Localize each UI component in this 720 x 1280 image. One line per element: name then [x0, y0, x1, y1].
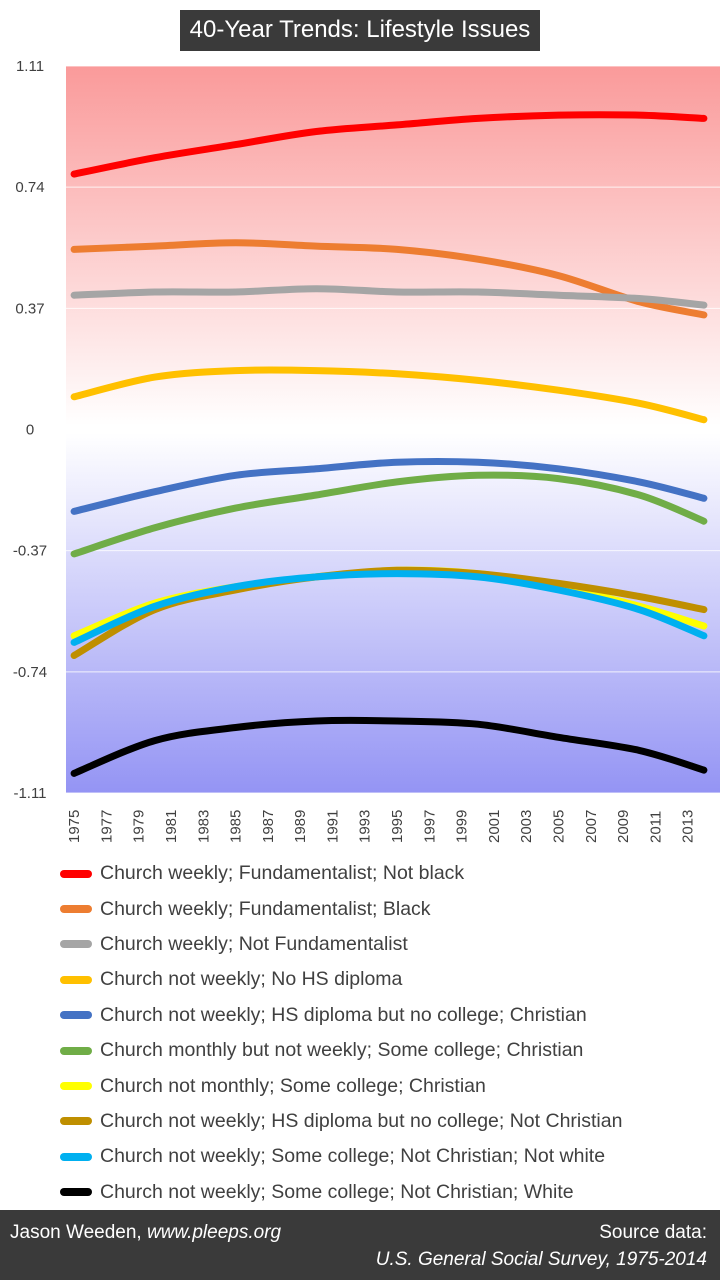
y-tick-label: 0.37 — [15, 300, 44, 317]
legend: Church weekly; Fundamentalist; Not black… — [60, 856, 710, 1210]
y-tick-label: 0 — [26, 422, 34, 439]
legend-swatch — [60, 940, 92, 949]
legend-label: Church weekly; Fundamentalist; Not black — [100, 862, 465, 885]
legend-item: Church not weekly; Some college; Not Chr… — [60, 1139, 710, 1174]
series-lines — [70, 111, 708, 777]
x-tick-label: 1995 — [389, 810, 406, 843]
author-credit: Jason Weeden, www.pleeps.org — [10, 1222, 281, 1244]
legend-item: Church weekly; Not Fundamentalist — [60, 927, 710, 962]
legend-item: Church not weekly; HS diploma but no col… — [60, 1104, 710, 1139]
x-tick-label: 1997 — [421, 810, 438, 843]
y-tick-label: 1.11 — [16, 58, 44, 75]
legend-label: Church not weekly; HS diploma but no col… — [100, 1003, 587, 1026]
x-tick-label: 2011 — [647, 811, 664, 843]
x-tick-label: 2005 — [551, 810, 568, 843]
legend-label: Church not weekly; HS diploma but no col… — [100, 1109, 623, 1132]
legend-swatch — [60, 905, 92, 914]
chart: 1.110.740.370-0.37-0.74-1.11 1975 1977 197… — [13, 58, 720, 843]
legend-label: Church weekly; Not Fundamentalist — [100, 932, 408, 955]
source-text: U.S. General Social Survey, 1975-2014 — [375, 1249, 707, 1270]
y-tick-label: -0.74 — [13, 664, 47, 681]
legend-swatch — [60, 1082, 92, 1091]
x-tick-label: 2009 — [615, 810, 632, 843]
legend-label: Church not monthly; Some college; Christ… — [100, 1074, 486, 1097]
legend-label: Church not weekly; Some college; Not Chr… — [100, 1180, 574, 1203]
y-axis-ticks: 1.11 0.74 0.37 0 -0.37 -0.74 -1.11 — [13, 58, 47, 802]
y-tick-label: 0.74 — [15, 179, 44, 196]
x-tick-label: 2007 — [583, 810, 600, 843]
legend-item: Church not weekly; No HS diploma — [60, 962, 710, 997]
legend-item: Church weekly; Fundamentalist; Not black — [60, 856, 710, 891]
x-tick-label: 1991 — [324, 810, 341, 843]
x-tick-label: 2001 — [486, 810, 503, 843]
site-link[interactable]: www.pleeps.org — [146, 1222, 282, 1243]
series-line-3 — [70, 285, 708, 309]
x-tick-label: 1981 — [163, 810, 180, 843]
legend-swatch — [60, 1117, 92, 1126]
source-label: Source data: — [599, 1222, 707, 1243]
series-line-10 — [70, 716, 708, 777]
legend-label: Church weekly; Fundamentalist; Black — [100, 897, 431, 920]
x-tick-label: 1979 — [131, 810, 148, 843]
x-tick-label: 1999 — [454, 810, 471, 843]
author-name: Jason Weeden, — [10, 1222, 147, 1243]
series-line-1 — [70, 111, 708, 178]
x-axis-ticks: 1975 1977 1979 1981 1983 1985 1987 1989 1991 1993… — [66, 810, 697, 843]
legend-item: Church not weekly; Some college; Not Chr… — [60, 1175, 710, 1210]
legend-swatch — [60, 869, 92, 878]
footer: Jason Weeden, www.pleeps.org Source data… — [0, 1210, 720, 1280]
legend-swatch — [60, 975, 92, 984]
x-tick-label: 1977 — [98, 810, 115, 843]
series-line-9 — [70, 570, 708, 646]
legend-label: Church monthly but not weekly; Some coll… — [100, 1039, 584, 1062]
y-tick-label: -1.11 — [13, 785, 46, 802]
legend-item: Church weekly; Fundamentalist; Black — [60, 891, 710, 926]
x-tick-label: 1987 — [260, 810, 277, 843]
x-tick-label: 2013 — [680, 810, 697, 843]
x-tick-label: 1993 — [357, 810, 374, 843]
gridlines — [66, 65, 720, 794]
legend-swatch — [60, 1152, 92, 1161]
legend-item: Church not weekly; HS diploma but no col… — [60, 998, 710, 1033]
legend-swatch — [60, 1188, 92, 1197]
legend-item: Church monthly but not weekly; Some coll… — [60, 1033, 710, 1068]
x-tick-label: 1989 — [292, 810, 309, 843]
series-line-5 — [70, 457, 708, 515]
legend-label: Church not weekly; No HS diploma — [100, 968, 403, 991]
legend-swatch — [60, 1011, 92, 1020]
legend-swatch — [60, 1046, 92, 1055]
series-line-6 — [70, 471, 708, 558]
legend-item: Church not monthly; Some college; Christ… — [60, 1068, 710, 1103]
x-tick-label: 1975 — [66, 810, 83, 843]
y-tick-label: -0.37 — [13, 543, 47, 560]
legend-label: Church not weekly; Some college; Not Chr… — [100, 1145, 606, 1168]
series-line-4 — [70, 366, 708, 424]
x-tick-label: 1985 — [228, 810, 245, 843]
x-tick-label: 2003 — [518, 810, 535, 843]
chart-title: 40-Year Trends: Lifestyle Issues — [179, 9, 541, 51]
x-tick-label: 1983 — [195, 810, 212, 843]
